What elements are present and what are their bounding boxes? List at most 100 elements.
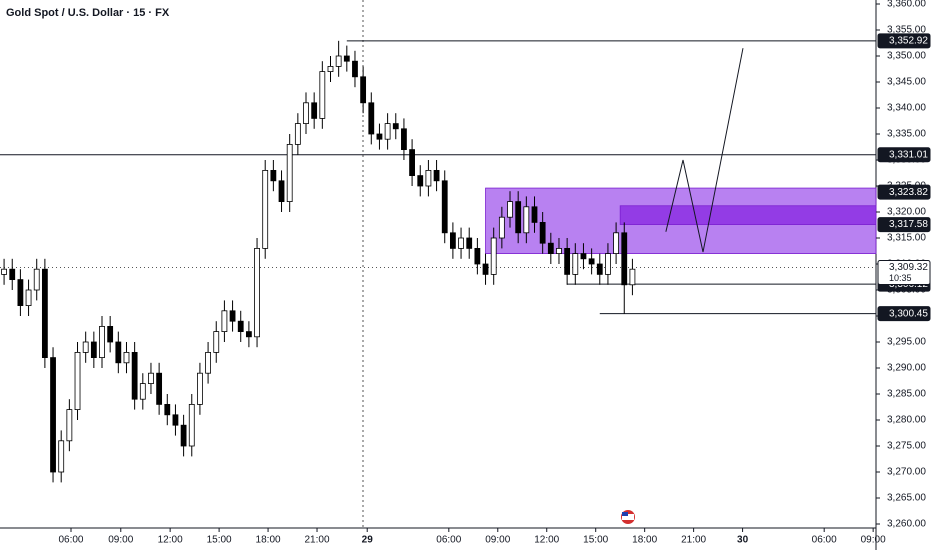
candle-body	[621, 232, 628, 286]
candle-body	[580, 253, 587, 260]
candle-body	[156, 372, 163, 405]
y-tick-label: 3,315.00	[887, 233, 926, 244]
candle-body	[352, 60, 358, 78]
candle-body	[572, 253, 579, 275]
candle-body	[360, 76, 367, 104]
candle-body	[319, 71, 326, 119]
candle-body	[474, 247, 481, 265]
candle-body	[164, 403, 171, 416]
candle-body	[254, 247, 260, 338]
event-flag[interactable]	[621, 510, 635, 524]
chart-title: Gold Spot / U.S. Dollar · 15 · FX	[6, 7, 170, 19]
y-tick-label: 3,335.00	[887, 129, 926, 140]
candle-body	[466, 237, 473, 249]
candle-body	[148, 372, 154, 385]
candle-body	[17, 279, 24, 307]
x-tick-label: 12:00	[534, 535, 559, 546]
candle-body	[221, 310, 228, 332]
x-tick-label: 06:00	[58, 535, 83, 546]
candle-body	[629, 268, 636, 286]
candle-body	[213, 331, 220, 353]
y-tick-label: 3,280.00	[887, 415, 926, 426]
y-tick-label: 3,320.00	[887, 207, 926, 218]
candle-body	[1, 268, 7, 275]
candle-body	[433, 169, 440, 182]
candle-body	[409, 149, 415, 177]
candle-body	[343, 55, 350, 62]
candle-body	[294, 123, 301, 145]
candle-body	[507, 201, 513, 218]
level-tag	[877, 306, 931, 322]
level-tag-text: 3,300.45	[889, 308, 928, 319]
y-tick-label: 3,350.00	[887, 51, 926, 62]
zone-tag-text: 3,323.82	[889, 187, 928, 198]
candle-body	[311, 102, 318, 119]
candle-body	[180, 424, 187, 447]
y-tick-label: 3,295.00	[887, 337, 926, 348]
candle-body	[58, 440, 65, 473]
candle-body	[449, 232, 456, 249]
x-tick-label: 21:00	[681, 535, 706, 546]
candle-body	[66, 409, 73, 442]
plot	[0, 40, 877, 483]
candle-body	[99, 325, 105, 358]
level-tag-text: 3,352.92	[889, 35, 928, 46]
candle-body	[9, 268, 16, 281]
candle-body	[82, 341, 89, 353]
candle-body	[270, 169, 277, 182]
last-price-tag	[877, 260, 931, 286]
candle-body	[245, 331, 252, 338]
x-tick-label: 30	[737, 535, 749, 546]
candle-body	[490, 237, 497, 275]
candle-body	[115, 341, 122, 364]
x-tick-label: 09:00	[861, 535, 886, 546]
y-tick-label: 3,265.00	[887, 493, 926, 504]
y-tick-label: 3,275.00	[887, 441, 926, 452]
candle-body	[596, 263, 603, 275]
candle-body	[515, 201, 522, 234]
candle-body	[613, 232, 619, 255]
candle-body	[197, 372, 203, 405]
candle-body	[229, 310, 236, 322]
candle-body	[41, 268, 48, 359]
candle-body	[531, 206, 538, 223]
x-tick-label: 18:00	[632, 535, 657, 546]
x-tick-label: 29	[362, 535, 374, 546]
candle-body	[523, 206, 530, 234]
candle-body	[50, 357, 56, 473]
candle-body	[205, 351, 211, 374]
candle-body	[33, 268, 40, 291]
level-tag-text: 3,331.01	[889, 149, 928, 160]
zone	[619, 205, 877, 225]
y-tick-label: 3,345.00	[887, 77, 926, 88]
candle-body	[123, 351, 130, 364]
candle-body	[417, 175, 424, 187]
x-tick-label: 06:00	[812, 535, 837, 546]
candle-body	[131, 351, 138, 400]
zone-tag-text: 3,317.58	[889, 219, 928, 230]
candle-body	[327, 66, 334, 73]
candle-body	[588, 258, 595, 265]
countdown: 10:35	[889, 273, 912, 283]
x-tick-label: 12:00	[158, 535, 183, 546]
candle-body	[286, 143, 293, 202]
candle-body	[547, 242, 554, 254]
candle-body	[237, 320, 244, 333]
candle-body	[605, 253, 611, 275]
x-tick-label: 18:00	[256, 535, 281, 546]
candle-body	[539, 221, 546, 244]
y-tick-label: 3,260.00	[887, 519, 926, 530]
candle-body	[262, 169, 269, 249]
y-tick-label: 3,340.00	[887, 103, 926, 114]
candle-body	[172, 414, 179, 426]
projection-path	[665, 48, 744, 253]
candle-body	[74, 351, 81, 410]
candle-body	[401, 128, 407, 151]
y-tick-label: 3,270.00	[887, 467, 926, 478]
candle-body	[498, 216, 505, 239]
candle-body	[303, 102, 309, 125]
x-tick-label: 06:00	[436, 535, 461, 546]
x-tick-label: 09:00	[108, 535, 133, 546]
candle-body	[556, 247, 562, 254]
